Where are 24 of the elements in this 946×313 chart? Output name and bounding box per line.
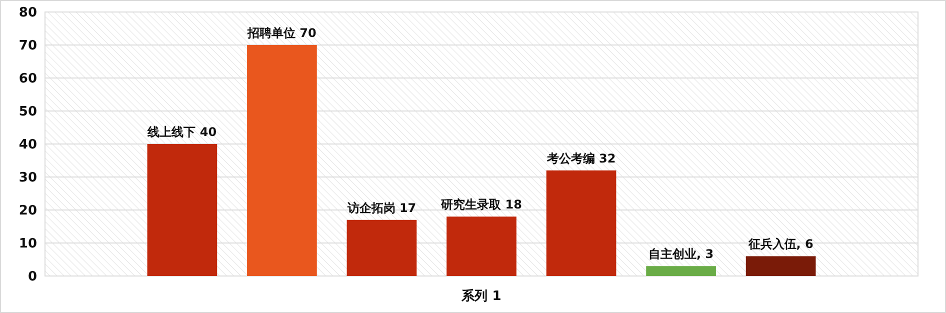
x-tick-label: 系列 1 bbox=[460, 288, 502, 304]
y-tick-label: 50 bbox=[18, 104, 37, 120]
bar bbox=[346, 220, 417, 276]
bar bbox=[247, 45, 317, 276]
bar bbox=[546, 170, 616, 276]
data-label: 招聘单位 70 bbox=[246, 26, 316, 40]
y-tick-label: 60 bbox=[18, 72, 37, 87]
data-label: 研究生录取 18 bbox=[440, 198, 522, 212]
y-tick-label: 80 bbox=[18, 6, 37, 21]
y-tick-label: 70 bbox=[18, 38, 37, 54]
data-label: 线上线下 40 bbox=[146, 125, 217, 139]
bar bbox=[446, 216, 516, 276]
y-tick-label: 0 bbox=[28, 270, 37, 285]
data-label: 自主创业, 3 bbox=[648, 247, 714, 262]
data-label: 考公考编 32 bbox=[546, 151, 616, 166]
bar bbox=[147, 144, 218, 276]
y-tick-label: 30 bbox=[18, 170, 37, 186]
y-tick-label: 10 bbox=[18, 236, 37, 252]
data-label: 征兵入伍, 6 bbox=[747, 237, 814, 252]
y-tick-label: 20 bbox=[18, 204, 37, 219]
data-label: 访企拓岗 17 bbox=[346, 200, 416, 215]
bar bbox=[646, 266, 716, 276]
y-tick-label: 40 bbox=[18, 138, 37, 153]
bar bbox=[746, 256, 816, 276]
